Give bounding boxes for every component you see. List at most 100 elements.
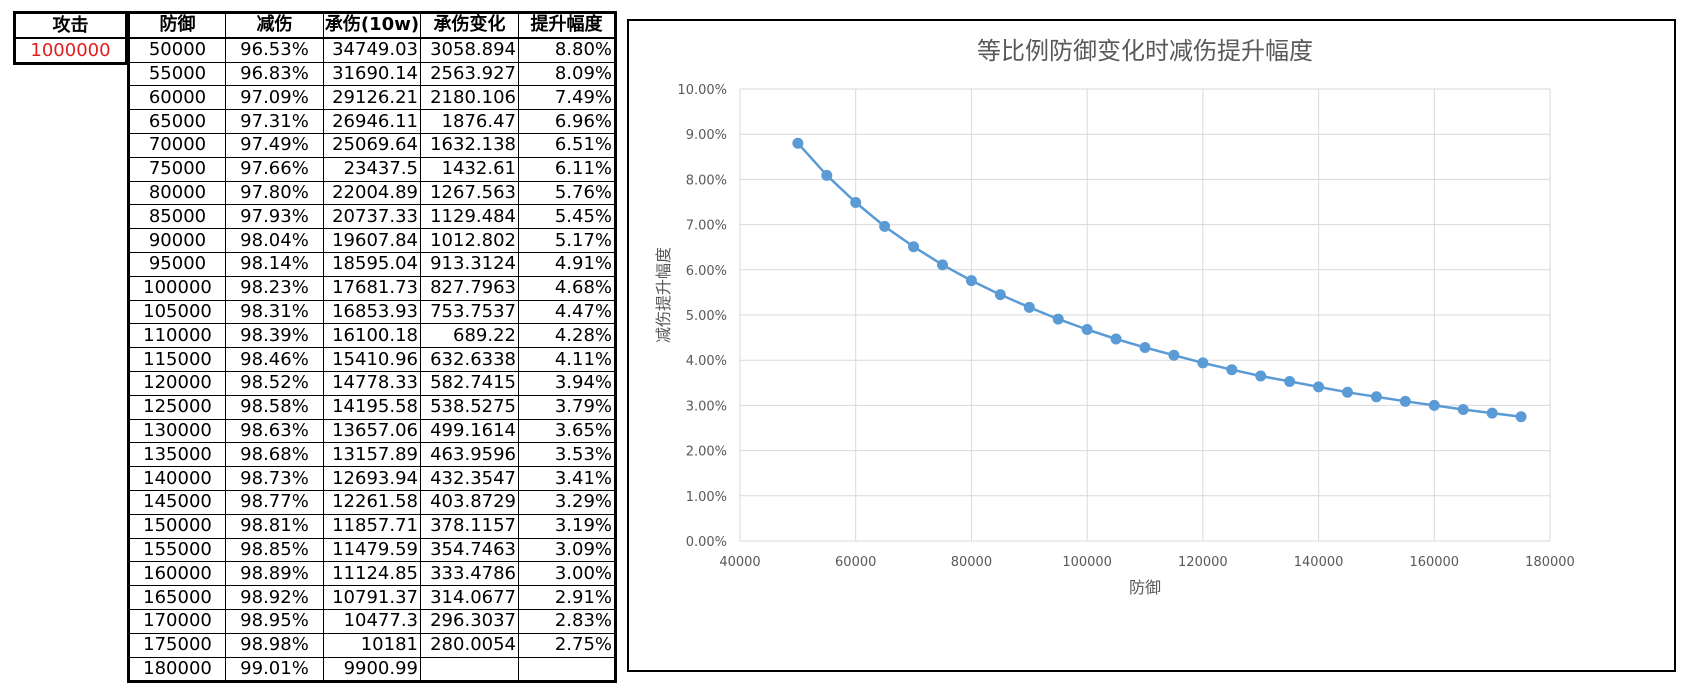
cell-improvement[interactable]: 2.91%	[518, 585, 616, 610]
cell-reduction[interactable]: 98.31%	[225, 299, 324, 325]
cell-defense[interactable]: 160000	[128, 561, 226, 587]
cell-damage-taken[interactable]: 34749.03	[323, 37, 421, 63]
cell-defense[interactable]: 120000	[128, 370, 226, 396]
cell-damage-taken[interactable]: 9900.99	[323, 656, 421, 683]
cell-defense[interactable]: 115000	[128, 347, 226, 372]
cell-improvement[interactable]: 6.96%	[518, 109, 616, 134]
cell-damage-change[interactable]: 432.3547	[420, 466, 519, 491]
cell-improvement[interactable]: 4.47%	[518, 299, 616, 325]
cell-damage-change[interactable]: 1632.138	[420, 132, 519, 158]
cell-reduction[interactable]: 98.23%	[225, 275, 324, 301]
cell-damage-change[interactable]: 689.22	[420, 323, 519, 349]
cell-damage-taken[interactable]: 20737.33	[323, 204, 421, 230]
cell-damage-change[interactable]: 403.8729	[420, 489, 519, 515]
cell-improvement[interactable]: 3.53%	[518, 442, 616, 468]
cell-improvement[interactable]: 5.17%	[518, 228, 616, 253]
cell-damage-change[interactable]: 2563.927	[420, 61, 519, 87]
cell-improvement[interactable]: 8.09%	[518, 61, 616, 87]
cell-damage-taken[interactable]: 13157.89	[323, 442, 421, 468]
cell-damage-change[interactable]: 582.7415	[420, 370, 519, 396]
cell-improvement[interactable]: 8.80%	[518, 37, 616, 63]
cell-defense[interactable]: 155000	[128, 537, 226, 563]
cell-reduction[interactable]: 98.46%	[225, 347, 324, 372]
cell-damage-change[interactable]: 1267.563	[420, 180, 519, 206]
cell-improvement[interactable]: 6.51%	[518, 132, 616, 158]
cell-defense[interactable]: 165000	[128, 585, 226, 610]
cell-reduction[interactable]: 98.73%	[225, 466, 324, 491]
cell-damage-change[interactable]: 354.7463	[420, 537, 519, 563]
cell-defense[interactable]: 145000	[128, 489, 226, 515]
cell-improvement[interactable]: 2.83%	[518, 608, 616, 634]
cell-damage-change[interactable]: 378.1157	[420, 513, 519, 539]
cell-damage-change[interactable]: 296.3037	[420, 608, 519, 634]
cell-reduction[interactable]: 97.80%	[225, 180, 324, 206]
cell-reduction[interactable]: 98.95%	[225, 608, 324, 634]
cell-reduction[interactable]: 99.01%	[225, 656, 324, 683]
cell-improvement[interactable]: 3.09%	[518, 537, 616, 563]
cell-damage-taken[interactable]: 10791.37	[323, 585, 421, 610]
cell-damage-taken[interactable]: 31690.14	[323, 61, 421, 87]
cell-improvement[interactable]: 4.91%	[518, 251, 616, 277]
cell-damage-taken[interactable]: 19607.84	[323, 228, 421, 253]
cell-damage-change[interactable]: 314.0677	[420, 585, 519, 610]
cell-damage-change[interactable]: 1012.802	[420, 228, 519, 253]
cell-defense[interactable]: 100000	[128, 275, 226, 301]
cell-reduction[interactable]: 98.89%	[225, 561, 324, 587]
cell-defense[interactable]: 95000	[128, 251, 226, 277]
cell-damage-taken[interactable]: 11479.59	[323, 537, 421, 563]
cell-reduction[interactable]: 98.04%	[225, 228, 324, 253]
cell-defense[interactable]: 60000	[128, 85, 226, 111]
cell-defense[interactable]: 55000	[128, 61, 226, 87]
cell-damage-taken[interactable]: 26946.11	[323, 109, 421, 134]
cell-defense[interactable]: 175000	[128, 632, 226, 658]
cell-reduction[interactable]: 97.09%	[225, 85, 324, 111]
cell-reduction[interactable]: 98.39%	[225, 323, 324, 349]
cell-damage-taken[interactable]: 10181	[323, 632, 421, 658]
cell-reduction[interactable]: 98.98%	[225, 632, 324, 658]
cell-reduction[interactable]: 97.66%	[225, 156, 324, 182]
cell-improvement[interactable]: 4.28%	[518, 323, 616, 349]
cell-damage-change[interactable]: 333.4786	[420, 561, 519, 587]
cell-improvement[interactable]	[518, 656, 616, 683]
cell-damage-taken[interactable]: 14195.58	[323, 394, 421, 420]
cell-damage-change[interactable]: 827.7963	[420, 275, 519, 301]
cell-damage-taken[interactable]: 25069.64	[323, 132, 421, 158]
cell-damage-change[interactable]: 753.7537	[420, 299, 519, 325]
cell-damage-change[interactable]	[420, 656, 519, 683]
cell-damage-taken[interactable]: 13657.06	[323, 418, 421, 444]
cell-damage-taken[interactable]: 14778.33	[323, 370, 421, 396]
cell-damage-change[interactable]: 1129.484	[420, 204, 519, 230]
cell-reduction[interactable]: 98.52%	[225, 370, 324, 396]
cell-defense[interactable]: 65000	[128, 109, 226, 134]
cell-defense[interactable]: 135000	[128, 442, 226, 468]
cell-reduction[interactable]: 97.93%	[225, 204, 324, 230]
cell-improvement[interactable]: 3.29%	[518, 489, 616, 515]
cell-damage-taken[interactable]: 16100.18	[323, 323, 421, 349]
cell-damage-change[interactable]: 463.9596	[420, 442, 519, 468]
cell-reduction[interactable]: 98.68%	[225, 442, 324, 468]
cell-reduction[interactable]: 98.14%	[225, 251, 324, 277]
cell-damage-taken[interactable]: 11857.71	[323, 513, 421, 539]
cell-defense[interactable]: 90000	[128, 228, 226, 253]
cell-defense[interactable]: 180000	[128, 656, 226, 683]
cell-damage-taken[interactable]: 29126.21	[323, 85, 421, 111]
cell-improvement[interactable]: 6.11%	[518, 156, 616, 182]
cell-damage-change[interactable]: 499.1614	[420, 418, 519, 444]
cell-damage-change[interactable]: 632.6338	[420, 347, 519, 372]
cell-damage-change[interactable]: 538.5275	[420, 394, 519, 420]
cell-reduction[interactable]: 98.85%	[225, 537, 324, 563]
cell-reduction[interactable]: 96.53%	[225, 37, 324, 63]
cell-improvement[interactable]: 5.45%	[518, 204, 616, 230]
cell-damage-taken[interactable]: 12261.58	[323, 489, 421, 515]
cell-reduction[interactable]: 98.81%	[225, 513, 324, 539]
cell-damage-change[interactable]: 913.3124	[420, 251, 519, 277]
cell-defense[interactable]: 80000	[128, 180, 226, 206]
cell-defense[interactable]: 170000	[128, 608, 226, 634]
cell-damage-taken[interactable]: 18595.04	[323, 251, 421, 277]
cell-improvement[interactable]: 4.11%	[518, 347, 616, 372]
cell-damage-taken[interactable]: 16853.93	[323, 299, 421, 325]
cell-damage-change[interactable]: 3058.894	[420, 37, 519, 63]
cell-defense[interactable]: 125000	[128, 394, 226, 420]
cell-damage-change[interactable]: 2180.106	[420, 85, 519, 111]
cell-reduction[interactable]: 96.83%	[225, 61, 324, 87]
